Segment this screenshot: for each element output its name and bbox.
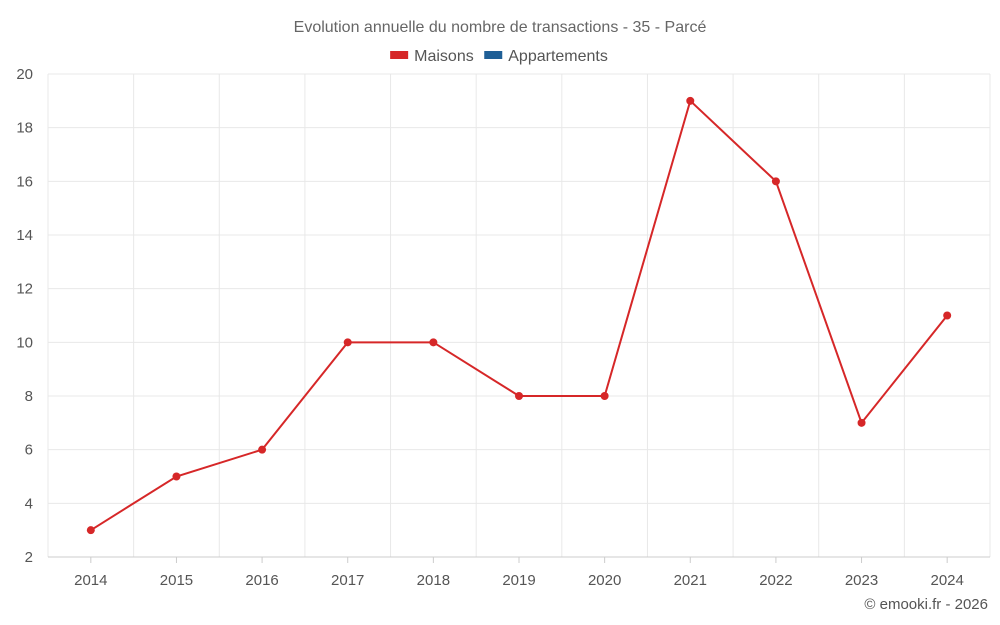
y-tick-label: 8 — [25, 388, 33, 405]
data-point[interactable] — [515, 392, 523, 400]
legend-item-appartements[interactable]: Appartements — [484, 48, 608, 65]
x-axis: 2014 2015 2016 2017 2018 2019 2020 2021 2022 2023… — [48, 556, 990, 589]
x-tick-label: 2019 — [502, 572, 535, 589]
y-tick-label: 14 — [16, 227, 33, 244]
data-point[interactable] — [86, 526, 95, 535]
y-tick-label: 2 — [25, 549, 33, 566]
data-point[interactable] — [943, 311, 952, 320]
legend-label: Maisons — [414, 48, 474, 65]
chart-title: Evolution annuelle du nombre de transact… — [294, 19, 707, 36]
data-point[interactable] — [429, 338, 438, 347]
legend-label: Appartements — [508, 48, 608, 65]
y-tick-label: 4 — [25, 495, 33, 512]
grid — [47, 73, 991, 558]
legend-swatch — [390, 51, 409, 59]
series-layer — [86, 96, 952, 535]
data-point[interactable] — [857, 418, 866, 427]
x-tick-label: 2023 — [845, 572, 878, 589]
y-tick-label: 20 — [16, 66, 33, 83]
x-tick-label: 2022 — [759, 572, 792, 589]
x-tick-label: 2014 — [74, 572, 107, 589]
data-point[interactable] — [600, 392, 609, 400]
y-tick-label: 12 — [16, 281, 33, 298]
y-tick-label: 10 — [16, 334, 33, 351]
data-point[interactable] — [343, 338, 352, 347]
legend-item-maisons[interactable]: Maisons — [390, 48, 474, 65]
y-tick-label: 6 — [25, 442, 33, 459]
data-point[interactable] — [258, 445, 267, 454]
x-tick-label: 2021 — [674, 572, 707, 589]
credit-text: © emooki.fr - 2026 — [864, 596, 988, 613]
x-tick-label: 2018 — [417, 572, 450, 589]
legend: Maisons Appartements — [390, 48, 608, 65]
y-axis: 2 4 6 8 10 12 14 16 18 20 — [16, 66, 33, 566]
data-point[interactable] — [172, 472, 181, 481]
x-tick-label: 2020 — [588, 572, 621, 589]
x-tick-label: 2016 — [245, 572, 278, 589]
legend-swatch — [484, 51, 503, 59]
x-tick-label: 2024 — [930, 572, 963, 589]
x-tick-label: 2017 — [331, 572, 364, 589]
y-tick-label: 16 — [16, 173, 33, 190]
x-tick-label: 2015 — [160, 572, 193, 589]
data-point[interactable] — [771, 177, 780, 186]
data-point[interactable] — [686, 96, 695, 105]
y-tick-label: 18 — [16, 120, 33, 137]
